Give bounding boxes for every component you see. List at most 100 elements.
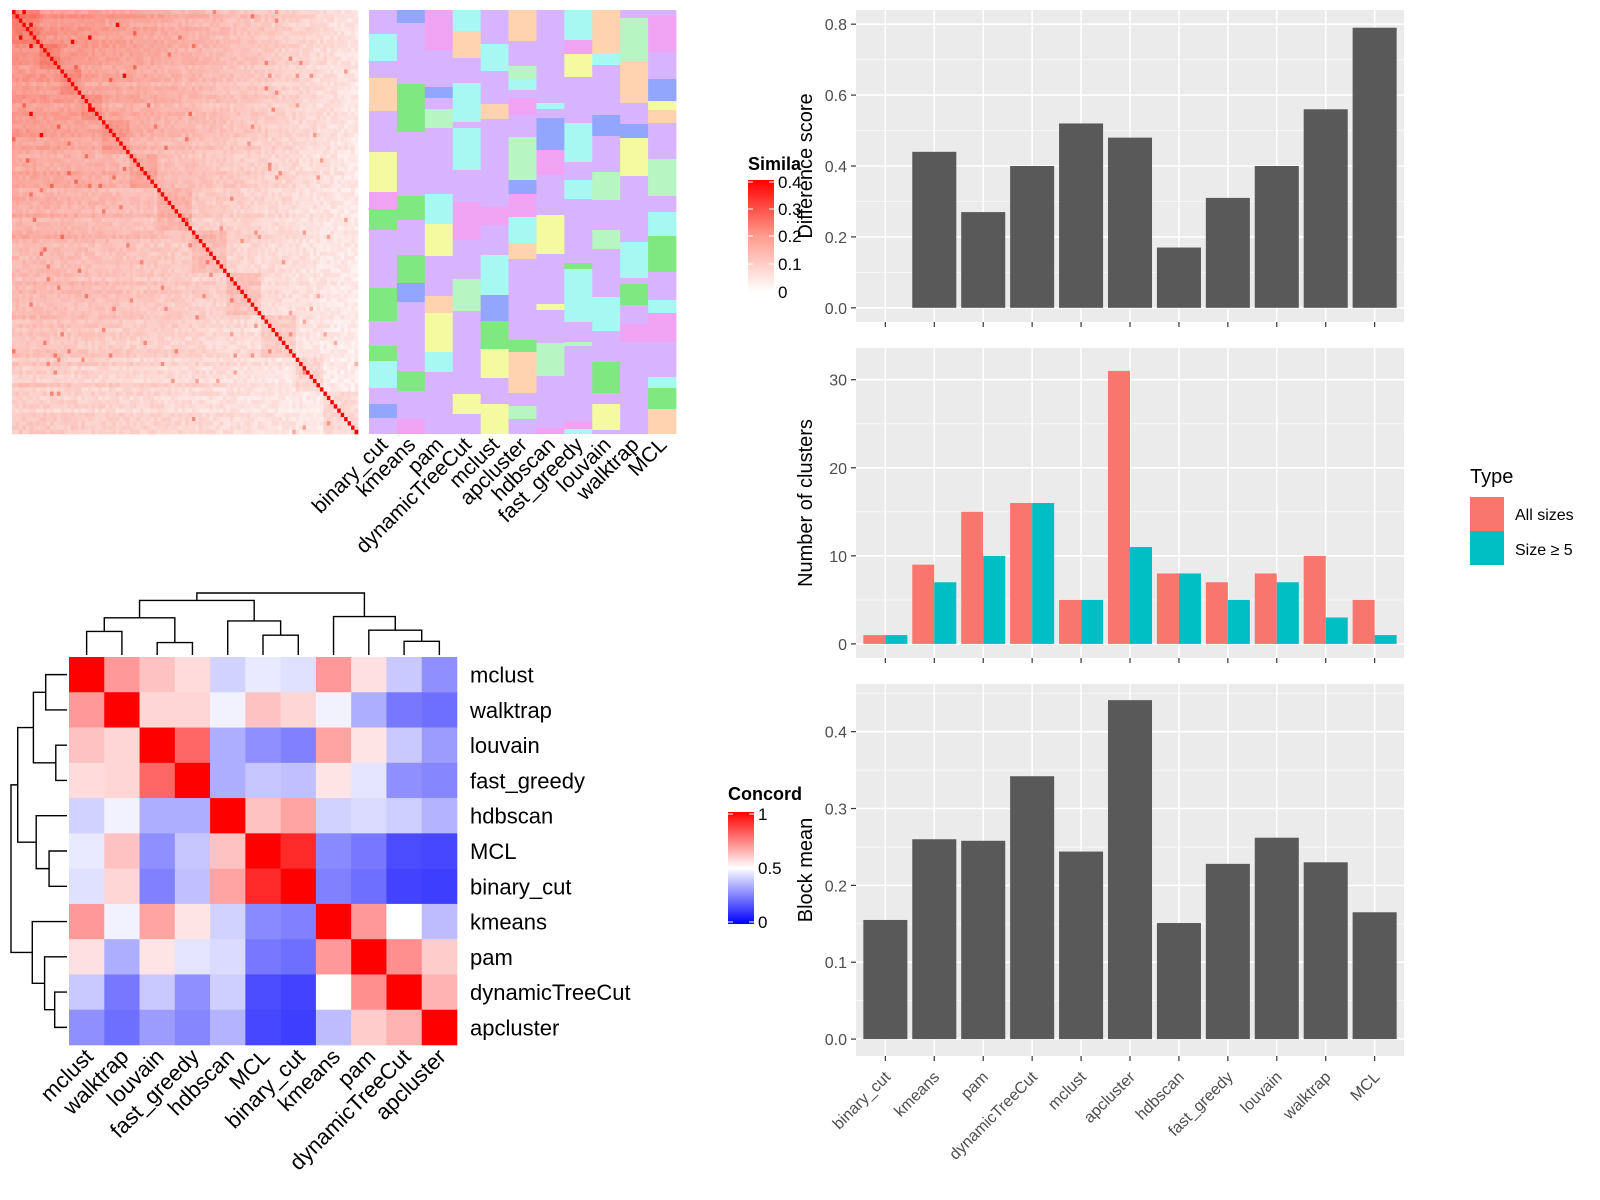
similarity-cell — [181, 154, 186, 159]
similarity-cell — [108, 141, 113, 146]
similarity-cell — [70, 43, 75, 49]
similarity-cell — [292, 69, 297, 74]
similarity-cell — [171, 200, 175, 206]
similarity-cell — [108, 217, 113, 223]
similarity-cell — [32, 35, 37, 40]
similarity-cell — [50, 205, 54, 210]
similarity-cell — [164, 154, 168, 159]
similarity-cell — [219, 90, 224, 96]
similarity-cell — [129, 10, 134, 15]
similarity-cell — [285, 196, 290, 202]
similarity-cell — [74, 94, 79, 100]
similarity-cell — [146, 73, 151, 79]
similarity-cell — [50, 103, 54, 108]
similarity-cell — [281, 86, 286, 91]
similarity-cell — [140, 86, 144, 91]
similarity-cell — [25, 149, 30, 155]
similarity-cell — [146, 65, 151, 70]
similarity-cell — [39, 200, 44, 206]
similarity-cell — [67, 103, 72, 108]
similarity-cell — [150, 26, 155, 32]
similarity-cell — [60, 65, 65, 70]
similarity-cell — [323, 205, 328, 210]
similarity-cell — [295, 77, 300, 83]
similarity-cell — [53, 200, 58, 206]
similarity-cell — [313, 35, 317, 40]
similarity-cell — [313, 31, 317, 36]
similarity-cell — [340, 60, 345, 66]
similarity-cell — [95, 205, 99, 210]
similarity-cell — [216, 99, 220, 104]
similarity-cell — [136, 183, 141, 189]
similarity-cell — [22, 196, 27, 202]
similarity-cell — [32, 154, 37, 159]
similarity-cell — [67, 82, 72, 87]
similarity-cell — [229, 162, 234, 168]
similarity-cell — [223, 26, 227, 32]
similarity-cell — [233, 209, 238, 214]
similarity-cell — [126, 90, 130, 96]
similarity-cell — [167, 77, 172, 83]
similarity-cell — [160, 10, 165, 15]
similarity-cell — [81, 56, 85, 62]
similarity-cell — [337, 137, 341, 142]
similarity-cell — [278, 82, 283, 87]
similarity-cell — [32, 77, 37, 83]
similarity-cell — [288, 90, 293, 96]
similarity-cell — [223, 217, 227, 223]
similarity-cell — [212, 90, 217, 96]
similarity-cell — [153, 209, 158, 214]
similarity-cell — [351, 200, 355, 206]
similarity-cell — [278, 209, 283, 214]
similarity-cell — [247, 213, 252, 219]
similarity-cell — [195, 196, 200, 202]
similarity-cell — [351, 166, 355, 172]
similarity-cell — [316, 48, 321, 53]
similarity-cell — [319, 209, 324, 214]
similarity-cell — [240, 111, 245, 117]
similarity-cell — [257, 132, 262, 138]
similarity-cell — [285, 35, 290, 40]
similarity-cell — [306, 26, 310, 32]
similarity-cell — [209, 56, 213, 62]
similarity-cell — [274, 124, 279, 130]
similarity-cell — [171, 217, 175, 223]
similarity-cell — [98, 107, 103, 113]
similarity-cell — [136, 217, 141, 223]
similarity-cell — [261, 111, 265, 117]
similarity-cell — [160, 196, 165, 202]
similarity-cell — [198, 213, 203, 219]
similarity-cell — [140, 171, 144, 176]
similarity-cell — [43, 158, 47, 163]
similarity-cell — [126, 137, 130, 142]
similarity-cell — [119, 209, 124, 214]
similarity-cell — [63, 26, 68, 32]
similarity-cell — [171, 77, 175, 83]
similarity-cell — [77, 73, 82, 79]
similarity-cell — [101, 192, 106, 197]
similarity-cell — [126, 183, 130, 189]
similarity-cell — [354, 35, 359, 40]
similarity-cell — [295, 99, 300, 104]
similarity-cell — [302, 162, 307, 168]
similarity-cell — [77, 90, 82, 96]
similarity-cell — [36, 128, 40, 134]
similarity-cell — [233, 128, 238, 134]
similarity-cell — [91, 18, 96, 24]
similarity-cell — [181, 145, 186, 151]
similarity-cell — [288, 31, 293, 36]
similarity-cell — [347, 196, 352, 202]
similarity-cell — [226, 77, 231, 83]
similarity-cell — [12, 43, 16, 49]
similarity-cell — [229, 116, 234, 121]
similarity-cell — [146, 103, 151, 108]
similarity-cell — [333, 209, 338, 214]
similarity-cell — [306, 52, 310, 57]
similarity-cell — [81, 132, 85, 138]
similarity-cell — [337, 209, 341, 214]
similarity-cell — [164, 179, 168, 185]
similarity-cell — [240, 35, 245, 40]
similarity-cell — [281, 200, 286, 206]
similarity-cell — [216, 31, 220, 36]
similarity-cell — [243, 26, 248, 32]
